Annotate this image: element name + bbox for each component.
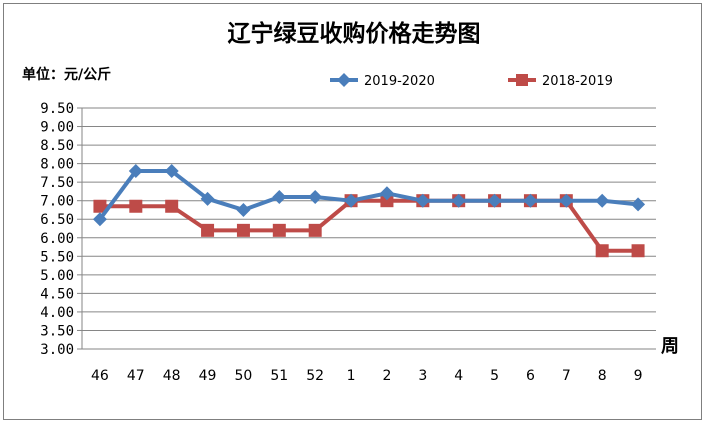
x-tick-label: 7: [562, 368, 571, 384]
x-tick-label: 4: [454, 368, 463, 384]
x-tick-label: 48: [163, 368, 181, 384]
x-tick-label: 51: [270, 368, 288, 384]
x-axis-ticks: 46 47 48 49 50 51 52 1 2 3 4 5 6 7 8 9: [91, 368, 643, 384]
y-tick-label: 8.00: [40, 157, 74, 173]
data-point: [308, 223, 322, 237]
data-point: [165, 199, 179, 213]
data-point: [200, 191, 215, 206]
legend-item: 2018-2019: [508, 74, 613, 89]
y-tick-label: 9.50: [40, 101, 74, 117]
y-tick-label: 7.50: [40, 175, 74, 191]
data-point: [236, 223, 250, 237]
chart-frame: [3, 3, 702, 420]
y-tick-label: 3.00: [40, 342, 74, 358]
data-point: [236, 202, 251, 217]
legend-marker: [337, 73, 351, 87]
x-tick-label: 47: [127, 368, 145, 384]
data-point: [272, 223, 286, 237]
data-point: [523, 193, 538, 208]
legend-item: 2019-2020: [330, 73, 435, 89]
legend-label: 2018-2019: [542, 74, 613, 89]
legend-label: 2019-2020: [364, 74, 435, 89]
x-tick-label: 1: [347, 368, 356, 384]
y-axis-ticks: 9.50 9.00 8.50 8.00 7.50 7.00 6.50 6.00 5.50 5.00…: [40, 101, 74, 358]
data-point: [559, 193, 574, 208]
y-tick-label: 4.00: [40, 305, 74, 321]
data-point: [415, 193, 430, 208]
legend-marker: [516, 74, 528, 86]
data-point: [344, 193, 359, 208]
data-point: [129, 199, 143, 213]
data-point: [631, 244, 645, 258]
x-tick-label: 5: [490, 368, 499, 384]
x-tick-label: 2: [382, 368, 391, 384]
data-point: [379, 186, 394, 201]
y-tick-label: 5.50: [40, 249, 74, 265]
y-tick-label: 5.00: [40, 268, 74, 284]
series-2018-2019: [93, 194, 645, 258]
y-tick-label: 8.50: [40, 138, 74, 154]
data-point: [128, 164, 143, 179]
x-tick-label: 49: [199, 368, 217, 384]
y-tick-label: 7.00: [40, 194, 74, 210]
unit-label: 单位：元/公斤: [22, 66, 111, 83]
data-point: [595, 244, 609, 258]
data-point: [451, 193, 466, 208]
series-line: [98, 169, 639, 221]
y-tick-label: 6.00: [40, 231, 74, 247]
series-2019-2020: [92, 164, 646, 227]
legend: 2019-2020 2018-2019: [330, 73, 613, 89]
data-point: [92, 212, 107, 227]
grid: [77, 107, 656, 350]
y-tick-label: 6.50: [40, 212, 74, 228]
data-point: [164, 164, 179, 179]
y-tick-label: 4.50: [40, 286, 74, 302]
x-axis-label: 周: [661, 336, 679, 357]
data-point: [631, 197, 646, 212]
data-point: [487, 193, 502, 208]
x-tick-label: 50: [235, 368, 253, 384]
y-tick-label: 3.50: [40, 323, 74, 339]
x-tick-label: 52: [306, 368, 324, 384]
data-point: [308, 189, 323, 204]
series-layer: [92, 164, 646, 258]
chart-title: 辽宁绿豆收购价格走势图: [228, 20, 481, 47]
y-tick-label: 9.00: [40, 120, 74, 136]
x-tick-label: 8: [598, 368, 607, 384]
x-tick-label: 9: [634, 368, 643, 384]
data-point: [201, 223, 215, 237]
data-point: [595, 193, 610, 208]
series-line: [99, 198, 639, 253]
x-tick-label: 3: [418, 368, 427, 384]
x-tick-label: 46: [91, 368, 109, 384]
x-tick-label: 6: [526, 368, 535, 384]
data-point: [272, 189, 287, 204]
